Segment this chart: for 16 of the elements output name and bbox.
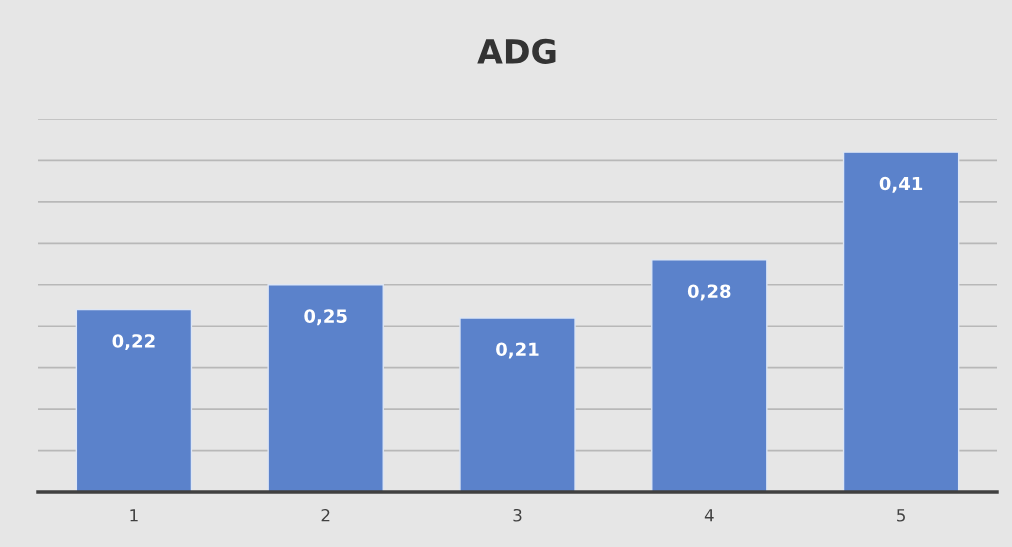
data-label: 0,21 (496, 342, 539, 359)
x-tick-label: 1 (130, 509, 138, 522)
bar (75, 308, 193, 492)
data-label: 0,41 (879, 176, 923, 193)
bar (459, 317, 576, 492)
x-tick-label: 5 (897, 509, 905, 522)
chart-title: ADG (477, 38, 556, 64)
data-label: 0,28 (687, 284, 731, 301)
bar (842, 151, 960, 492)
x-tick-label: 4 (704, 509, 714, 522)
bar (267, 284, 384, 492)
data-label: 0,25 (304, 309, 347, 326)
x-tick-label: 2 (321, 508, 330, 522)
x-tick-label: 3 (513, 508, 522, 522)
bar (651, 259, 768, 492)
data-label: 0,22 (112, 334, 155, 351)
